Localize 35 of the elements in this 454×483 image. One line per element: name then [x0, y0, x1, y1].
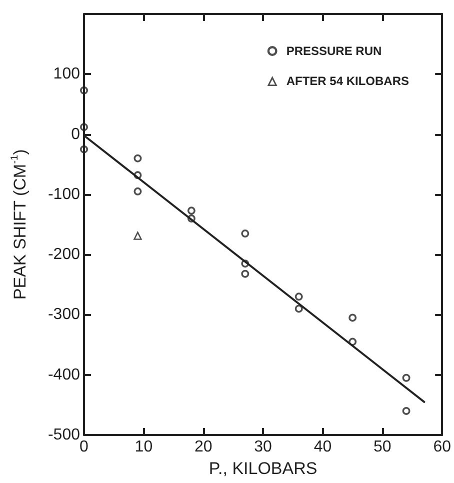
y-tick-label: -300 [48, 306, 80, 324]
x-tick-label: 10 [134, 438, 153, 456]
point [241, 260, 250, 268]
point [80, 123, 88, 132]
point [402, 374, 410, 382]
point [134, 154, 142, 162]
x-tick-label: 40 [314, 438, 332, 456]
y-tick-label: 100 [53, 66, 80, 83]
x-axis-title: P., KILOBARS [208, 458, 318, 478]
y-axis-title: PEAK SHIFT (CM-1) [10, 149, 30, 300]
x-tick-label: 60 [433, 438, 452, 456]
y-tick-label: 0 [71, 126, 80, 143]
point [241, 230, 250, 238]
point [134, 187, 142, 196]
y-tick-label: -200 [48, 246, 80, 264]
point [80, 86, 88, 94]
point [133, 230, 142, 240]
point [348, 314, 357, 322]
point [134, 171, 142, 180]
y-tick-label: -400 [48, 366, 80, 384]
x-tick-label: 50 [374, 438, 392, 456]
point [294, 292, 303, 301]
point [348, 338, 357, 346]
y-tick-label: -100 [48, 186, 80, 203]
point [187, 206, 196, 215]
legend-label: AFTER 54 KILOBARS [286, 74, 410, 88]
point [402, 406, 410, 415]
y-tick-label: -500 [48, 426, 80, 444]
x-tick-label: 20 [194, 438, 212, 456]
point [187, 214, 196, 222]
x-tick-label: 30 [254, 438, 272, 456]
point [294, 304, 303, 313]
point [241, 270, 250, 278]
point [80, 145, 88, 154]
legend-label: PRESSURE RUN [286, 44, 382, 58]
